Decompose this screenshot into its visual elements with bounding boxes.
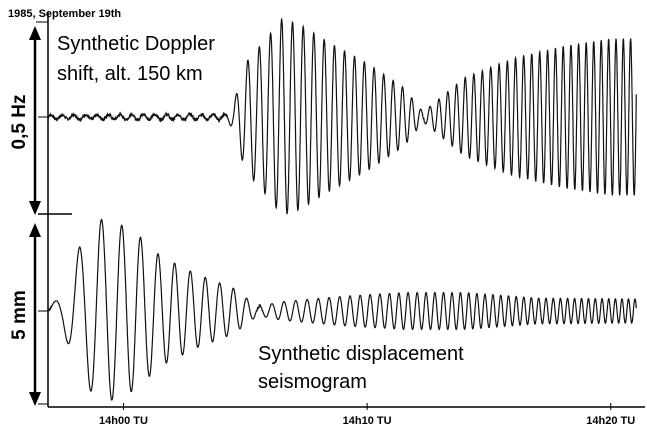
x-axis-ticks: 14h00 TU 14h10 TU 14h20 TU — [99, 403, 635, 427]
upper-scale-label: 0,5 Hz — [9, 95, 30, 150]
lower-panel-label: Synthetic displacement seismogram — [258, 343, 464, 393]
trace-group — [47, 17, 637, 401]
x-tick-label: 14h10 TU — [343, 415, 392, 427]
upper-panel-label: Synthetic Doppler shift, alt. 150 km — [57, 33, 215, 85]
y-ticks — [36, 21, 48, 405]
upper-label-line-1: Synthetic Doppler — [57, 33, 215, 55]
lower-label-line-1: Synthetic displacement — [258, 343, 464, 365]
lower-label-line-2: seismogram — [258, 371, 367, 393]
x-tick-label: 14h20 TU — [586, 415, 635, 427]
date-label: 1985, September 19th — [8, 8, 121, 20]
upper-scale-arrow — [29, 26, 41, 215]
seismogram-trace — [47, 218, 637, 401]
x-tick-label: 14h00 TU — [99, 415, 148, 427]
lower-scale-arrow — [29, 223, 41, 406]
upper-label-line-2: shift, alt. 150 km — [57, 63, 203, 85]
lower-scale-label: 5 mm — [9, 290, 30, 340]
doppler-trace — [47, 17, 637, 215]
